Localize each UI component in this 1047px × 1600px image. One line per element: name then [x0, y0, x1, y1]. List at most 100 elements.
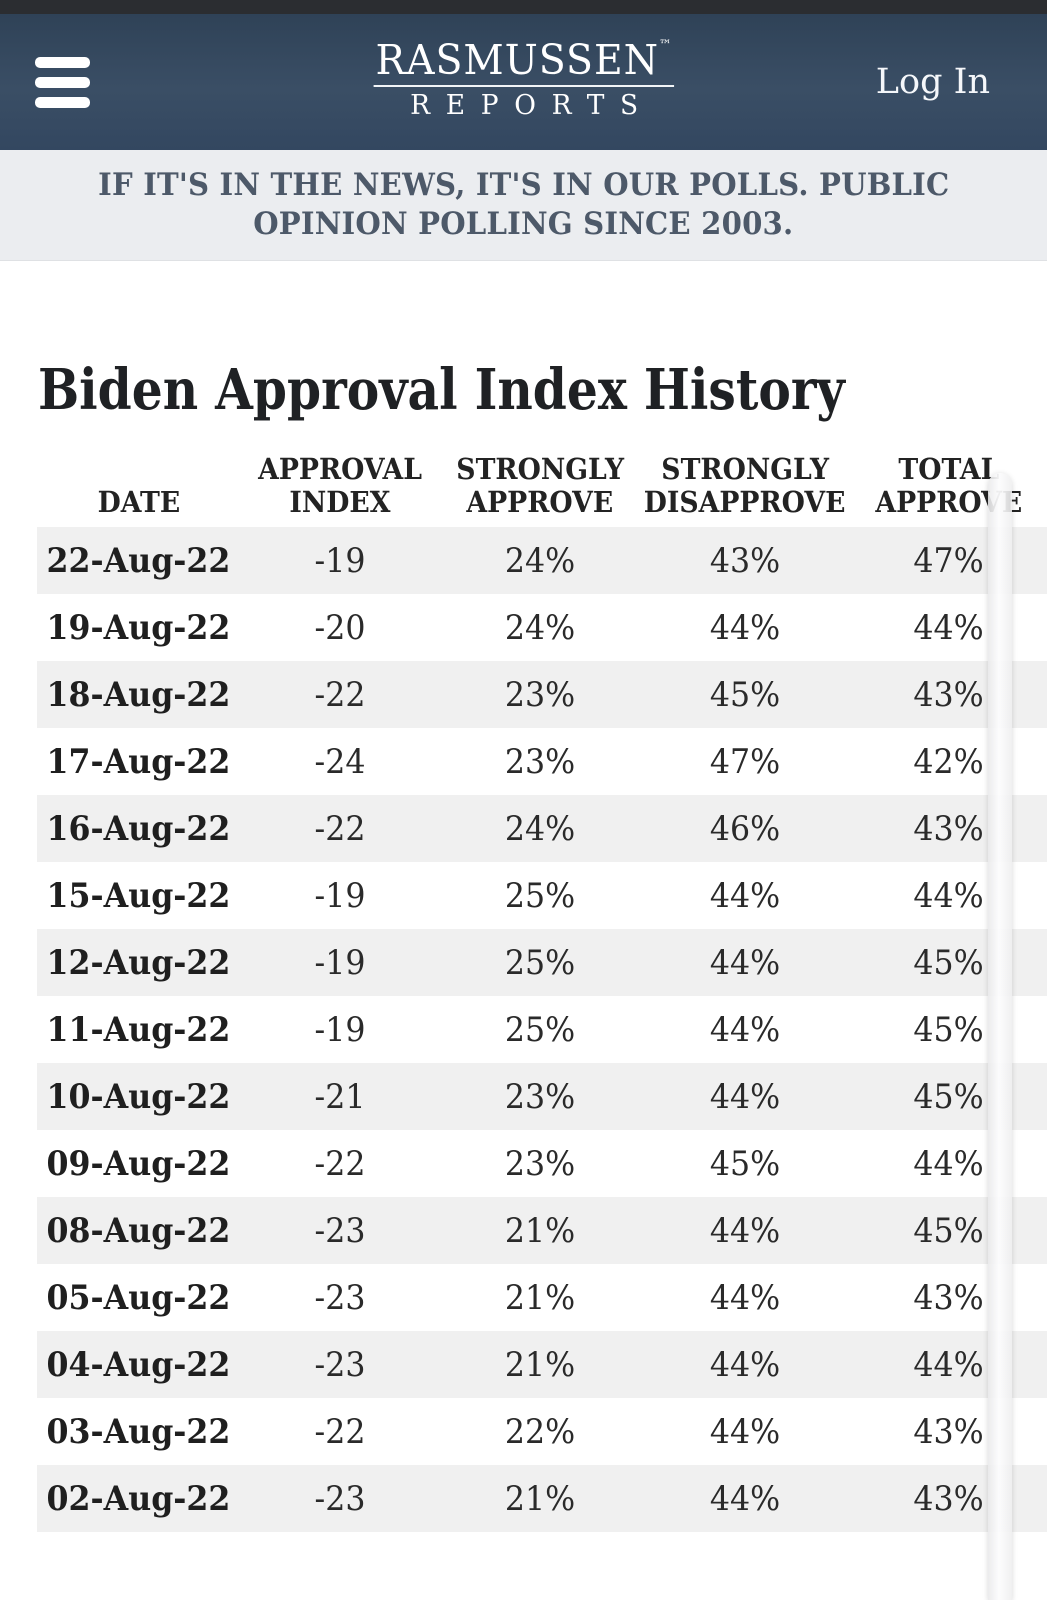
- table-row: 02-Aug-22 -23 21% 44% 43%: [37, 1465, 1047, 1532]
- strongly-approve-cell: 25%: [504, 942, 576, 983]
- menu-icon[interactable]: [35, 57, 90, 108]
- approval-index-cell: -23: [314, 1478, 366, 1519]
- table-row: 15-Aug-22 -19 25% 44% 44%: [37, 862, 1047, 929]
- approval-index-cell: -19: [314, 942, 366, 983]
- approval-index-cell: -19: [314, 540, 366, 581]
- logo-wordmark: RASMUSSEN™: [373, 38, 674, 87]
- approval-index-cell: -22: [314, 1143, 366, 1184]
- strongly-approve-cell: 23%: [504, 741, 576, 782]
- menu-icon-bar: [35, 57, 90, 68]
- tagline-banner: IF IT'S IN THE NEWS, IT'S IN OUR POLLS. …: [0, 150, 1047, 261]
- date-cell: 08-Aug-22: [46, 1210, 231, 1251]
- total-approve-cell: 44%: [913, 607, 984, 648]
- date-cell: 19-Aug-22: [46, 607, 231, 648]
- rasmussen-logo[interactable]: RASMUSSEN™ REPORTS: [367, 38, 680, 121]
- strongly-disapprove-cell: 46%: [709, 808, 781, 849]
- total-approve-cell: 45%: [913, 1210, 984, 1251]
- total-approve-cell: 44%: [913, 1143, 984, 1184]
- date-cell: 22-Aug-22: [46, 540, 231, 581]
- date-cell: 18-Aug-22: [46, 674, 231, 715]
- date-cell: 04-Aug-22: [46, 1344, 231, 1385]
- strongly-disapprove-cell: 44%: [709, 1344, 781, 1385]
- strongly-disapprove-cell: 44%: [709, 1076, 781, 1117]
- approval-index-cell: -23: [314, 1210, 366, 1251]
- table-row: 05-Aug-22 -23 21% 44% 43%: [37, 1264, 1047, 1331]
- approval-index-cell: -19: [314, 1009, 366, 1050]
- table-row: 03-Aug-22 -22 22% 44% 43%: [37, 1398, 1047, 1465]
- strongly-approve-cell: 22%: [504, 1411, 576, 1452]
- total-approve-cell: 45%: [913, 1076, 984, 1117]
- strongly-disapprove-cell: 44%: [709, 1210, 781, 1251]
- status-strip: [0, 0, 1047, 14]
- column-header-date: DATE: [97, 485, 180, 519]
- approval-index-cell: -22: [314, 1411, 366, 1452]
- approval-index-cell: -24: [314, 741, 366, 782]
- strongly-disapprove-cell: 44%: [709, 1411, 781, 1452]
- trademark-symbol: ™: [658, 38, 672, 53]
- table-row: 18-Aug-22 -22 23% 45% 43%: [37, 661, 1047, 728]
- date-cell: 05-Aug-22: [46, 1277, 231, 1318]
- total-approve-cell: 44%: [913, 875, 984, 916]
- strongly-approve-cell: 24%: [504, 607, 576, 648]
- strongly-disapprove-cell: 44%: [709, 1277, 781, 1318]
- approval-index-cell: -22: [314, 674, 366, 715]
- logo-subtitle: REPORTS: [409, 90, 654, 121]
- column-header-strongly-approve: STRONGLY APPROVE: [456, 452, 624, 519]
- approval-index-cell: -23: [314, 1344, 366, 1385]
- strongly-approve-cell: 23%: [504, 674, 576, 715]
- total-approve-cell: 47%: [913, 540, 984, 581]
- strongly-disapprove-cell: 44%: [709, 1478, 781, 1519]
- date-cell: 09-Aug-22: [46, 1143, 231, 1184]
- menu-icon-bar: [35, 97, 90, 108]
- total-approve-cell: 45%: [913, 942, 984, 983]
- total-approve-cell: 43%: [913, 674, 984, 715]
- strongly-approve-cell: 21%: [504, 1344, 576, 1385]
- strongly-disapprove-cell: 44%: [709, 1009, 781, 1050]
- table-header-row: DATE APPROVAL INDEX STRONGLY APPROVE STRON…: [37, 439, 1047, 527]
- table-row: 19-Aug-22 -20 24% 44% 44%: [37, 594, 1047, 661]
- strongly-disapprove-cell: 47%: [709, 741, 781, 782]
- strongly-approve-cell: 21%: [504, 1277, 576, 1318]
- table-row: 04-Aug-22 -23 21% 44% 44%: [37, 1331, 1047, 1398]
- table-body: 22-Aug-22 -19 24% 43% 47% 19-Aug-22 -20 24% 44% 4…: [37, 527, 1047, 1532]
- strongly-disapprove-cell: 45%: [709, 674, 781, 715]
- table-row: 12-Aug-22 -19 25% 44% 45%: [37, 929, 1047, 996]
- strongly-disapprove-cell: 44%: [709, 942, 781, 983]
- total-approve-cell: 43%: [913, 1478, 984, 1519]
- total-approve-cell: 42%: [913, 741, 984, 782]
- tagline-line-2: OPINION POLLING SINCE 2003.: [253, 206, 794, 242]
- strongly-disapprove-cell: 44%: [709, 607, 781, 648]
- approval-index-cell: -19: [314, 875, 366, 916]
- approval-index-cell: -20: [314, 607, 366, 648]
- page-title: Biden Approval Index History: [38, 357, 845, 423]
- strongly-disapprove-cell: 45%: [709, 1143, 781, 1184]
- strongly-approve-cell: 23%: [504, 1143, 576, 1184]
- strongly-approve-cell: 24%: [504, 540, 576, 581]
- table-row: 22-Aug-22 -19 24% 43% 47%: [37, 527, 1047, 594]
- total-approve-cell: 43%: [913, 1277, 984, 1318]
- scrollbar-thumb[interactable]: [988, 473, 1012, 1600]
- date-cell: 02-Aug-22: [46, 1478, 231, 1519]
- total-approve-cell: 45%: [913, 1009, 984, 1050]
- approval-index-cell: -23: [314, 1277, 366, 1318]
- column-header-total-approve: TOTAL APPROVE: [875, 452, 1022, 519]
- strongly-approve-cell: 25%: [504, 1009, 576, 1050]
- approval-history-table: DATE APPROVAL INDEX STRONGLY APPROVE STRON…: [37, 439, 1047, 1532]
- app-header: RASMUSSEN™ REPORTS Log In: [0, 14, 1047, 150]
- table-row: 09-Aug-22 -22 23% 45% 44%: [37, 1130, 1047, 1197]
- column-header-approval-index: APPROVAL INDEX: [258, 452, 422, 519]
- table-row: 17-Aug-22 -24 23% 47% 42%: [37, 728, 1047, 795]
- total-approve-cell: 43%: [913, 1411, 984, 1452]
- table-row: 10-Aug-22 -21 23% 44% 45%: [37, 1063, 1047, 1130]
- table-row: 11-Aug-22 -19 25% 44% 45%: [37, 996, 1047, 1063]
- date-cell: 03-Aug-22: [46, 1411, 231, 1452]
- strongly-approve-cell: 21%: [504, 1478, 576, 1519]
- date-cell: 15-Aug-22: [46, 875, 231, 916]
- login-button[interactable]: Log In: [875, 62, 990, 102]
- date-cell: 16-Aug-22: [46, 808, 231, 849]
- strongly-approve-cell: 24%: [504, 808, 576, 849]
- strongly-approve-cell: 25%: [504, 875, 576, 916]
- total-approve-cell: 43%: [913, 808, 984, 849]
- strongly-disapprove-cell: 43%: [709, 540, 781, 581]
- date-cell: 17-Aug-22: [46, 741, 231, 782]
